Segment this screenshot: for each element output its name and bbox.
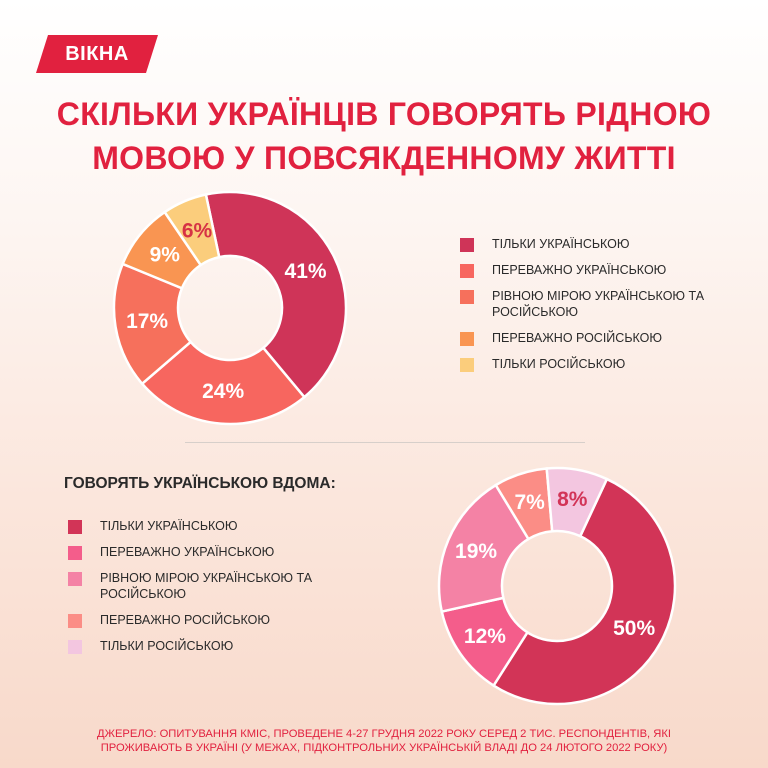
donut-slice [491,477,677,706]
legend-label: ТІЛЬКИ УКРАЇНСЬКОЮ [492,237,630,251]
slice-label: 7% [514,491,545,514]
donut-slice [162,193,221,267]
logo: ВІКНА [36,35,158,73]
section-divider [185,442,585,443]
donut-chart-home-language: 50% 12% 19% 7% 8% [437,466,677,706]
slice-label: 12% [464,625,506,648]
legend-item: ТІЛЬКИ РОСІЙСЬКОЮ [460,356,730,372]
legend-item: РІВНОЮ МІРОЮ УКРАЇНСЬКОЮ ТА РОСІЙСЬКОЮ [68,570,348,602]
slice-label: 24% [202,380,244,403]
legend-label: РІВНОЮ МІРОЮ УКРАЇНСЬКОЮ ТА РОСІЙСЬКОЮ [100,571,313,601]
legend-label: ТІЛЬКИ РОСІЙСЬКОЮ [100,639,234,653]
donut-slice [545,466,609,538]
slice-label: 8% [557,488,588,511]
donut-slice [112,262,193,386]
donut-slice [437,483,531,614]
legend-swatch [68,572,82,586]
legend-everyday-language: ТІЛЬКИ УКРАЇНСЬКОЮ ПЕРЕВАЖНО УКРАЇНСЬКОЮ Р… [460,236,730,382]
logo-badge-shape [36,35,158,73]
legend-item: РІВНОЮ МІРОЮ УКРАЇНСЬКОЮ ТА РОСІЙСЬКОЮ [460,288,730,320]
legend-swatch [68,614,82,628]
legend-label: ТІЛЬКИ УКРАЇНСЬКОЮ [100,519,238,533]
slice-label: 50% [613,617,655,640]
slice-label: 41% [285,260,327,283]
donut-slice [140,340,307,426]
slice-label: 9% [150,244,181,267]
source-note: ДЖЕРЕЛО: ОПИТУВАННЯ КМІС, ПРОВЕДЕНЕ 4-27… [40,727,728,755]
legend-label: РІВНОЮ МІРОЮ УКРАЇНСЬКОЮ ТА РОСІЙСЬКОЮ [492,289,705,319]
title-line-1: СКІЛЬКИ УКРАЇНЦІВ ГОВОРЯТЬ РІДНОЮ [56,96,712,132]
legend-item: ПЕРЕВАЖНО УКРАЇНСЬКОЮ [68,544,348,560]
legend-home-language: ТІЛЬКИ УКРАЇНСЬКОЮ ПЕРЕВАЖНО УКРАЇНСЬКОЮ Р… [68,518,348,664]
section-subheading: ГОВОРЯТЬ УКРАЇНСЬКОЮ ВДОМА: [64,475,336,492]
title-line-2: МОВОЮ У ПОВСЯКДЕННОМУ ЖИТТІ [92,140,676,176]
legend-label: ТІЛЬКИ РОСІЙСЬКОЮ [492,357,626,371]
page-title: СКІЛЬКИ УКРАЇНЦІВ ГОВОРЯТЬ РІДНОЮ МОВОЮ … [20,92,748,180]
legend-swatch [68,546,82,560]
legend-swatch [68,520,82,534]
legend-swatch [460,264,474,278]
legend-swatch [460,332,474,346]
slice-label: 17% [126,310,168,333]
donut-slice [204,190,348,399]
legend-item: ТІЛЬКИ РОСІЙСЬКОЮ [68,638,348,654]
legend-item: ТІЛЬКИ УКРАЇНСЬКОЮ [460,236,730,252]
logo-parallelogram [36,35,158,73]
legend-label: ПЕРЕВАЖНО УКРАЇНСЬКОЮ [492,263,667,277]
slice-label: 6% [182,219,213,242]
legend-swatch [460,290,474,304]
legend-label: ПЕРЕВАЖНО РОСІЙСЬКОЮ [100,613,271,627]
slice-label: 19% [455,540,497,563]
logo-text: ВІКНА [65,43,129,65]
legend-item: ПЕРЕВАЖНО УКРАЇНСЬКОЮ [460,262,730,278]
legend-swatch [460,238,474,252]
source-line-1: ДЖЕРЕЛО: ОПИТУВАННЯ КМІС, ПРОВЕДЕНЕ 4-27… [97,728,671,740]
legend-item: ТІЛЬКИ УКРАЇНСЬКОЮ [68,518,348,534]
legend-swatch [460,358,474,372]
source-line-2: ПРОЖИВАЮТЬ В УКРАЇНІ (У МЕЖАХ, ПІДКОНТРО… [100,742,668,754]
legend-label: ПЕРЕВАЖНО РОСІЙСЬКОЮ [492,331,663,345]
legend-swatch [68,640,82,654]
legend-label: ПЕРЕВАЖНО УКРАЇНСЬКОЮ [100,545,275,559]
legend-item: ПЕРЕВАЖНО РОСІЙСЬКОЮ [460,330,730,346]
donut-chart-everyday-language: 41% 24% 17% 9%6% [112,190,348,426]
legend-item: ПЕРЕВАЖНО РОСІЙСЬКОЮ [68,612,348,628]
